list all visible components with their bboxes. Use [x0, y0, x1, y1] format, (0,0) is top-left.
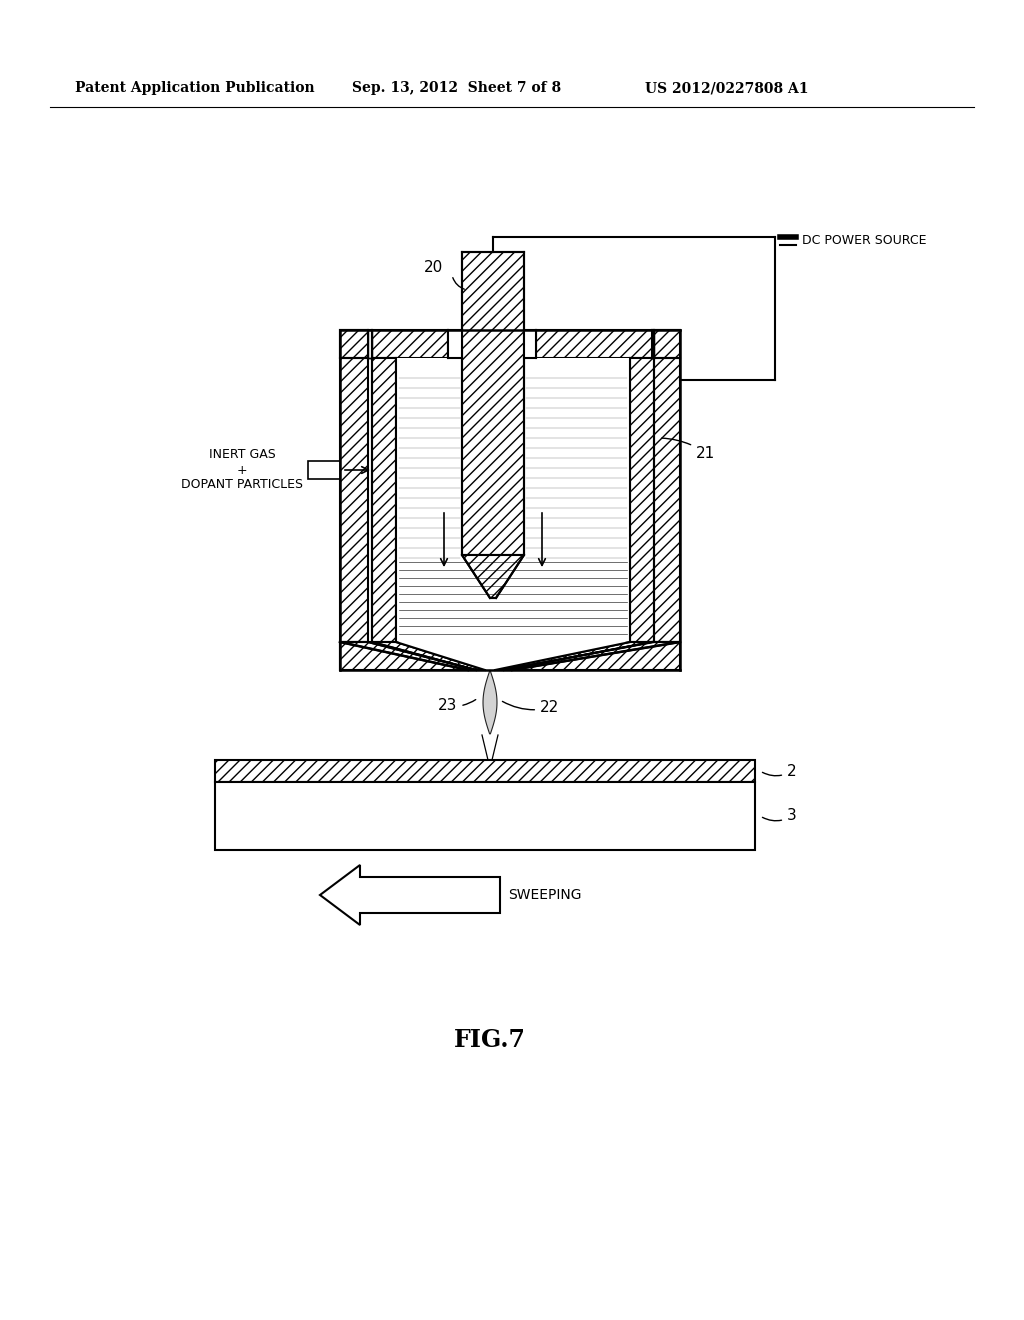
- Polygon shape: [368, 330, 372, 358]
- Polygon shape: [495, 642, 654, 671]
- Polygon shape: [483, 671, 497, 734]
- Polygon shape: [319, 865, 500, 925]
- Polygon shape: [630, 358, 654, 642]
- Text: Sep. 13, 2012  Sheet 7 of 8: Sep. 13, 2012 Sheet 7 of 8: [352, 81, 561, 95]
- Text: 2: 2: [763, 763, 797, 779]
- Text: DC POWER SOURCE: DC POWER SOURCE: [802, 235, 927, 248]
- Polygon shape: [462, 252, 524, 554]
- Polygon shape: [652, 330, 654, 358]
- Polygon shape: [340, 330, 368, 671]
- Polygon shape: [652, 330, 654, 358]
- Polygon shape: [340, 642, 478, 671]
- Polygon shape: [396, 358, 630, 642]
- Polygon shape: [215, 760, 755, 781]
- Text: 21: 21: [662, 438, 715, 461]
- Polygon shape: [372, 642, 485, 671]
- Polygon shape: [524, 330, 536, 358]
- Text: FIG.7: FIG.7: [454, 1028, 526, 1052]
- Text: SWEEPING: SWEEPING: [508, 888, 582, 902]
- Polygon shape: [536, 330, 680, 358]
- Polygon shape: [308, 461, 340, 479]
- Polygon shape: [340, 330, 449, 358]
- Text: 23: 23: [438, 698, 476, 714]
- Polygon shape: [396, 642, 630, 671]
- Polygon shape: [462, 554, 524, 598]
- Polygon shape: [652, 330, 680, 671]
- Text: 22: 22: [503, 701, 559, 715]
- Polygon shape: [368, 330, 372, 358]
- Polygon shape: [340, 642, 476, 671]
- Polygon shape: [215, 781, 755, 850]
- Polygon shape: [372, 358, 396, 642]
- Polygon shape: [449, 330, 462, 358]
- Text: US 2012/0227808 A1: US 2012/0227808 A1: [645, 81, 809, 95]
- Text: 20: 20: [424, 260, 443, 276]
- Polygon shape: [504, 642, 680, 671]
- Polygon shape: [502, 642, 680, 671]
- Text: 3: 3: [763, 808, 797, 824]
- Text: INERT GAS
+
DOPANT PARTICLES: INERT GAS + DOPANT PARTICLES: [181, 449, 303, 491]
- Text: Patent Application Publication: Patent Application Publication: [75, 81, 314, 95]
